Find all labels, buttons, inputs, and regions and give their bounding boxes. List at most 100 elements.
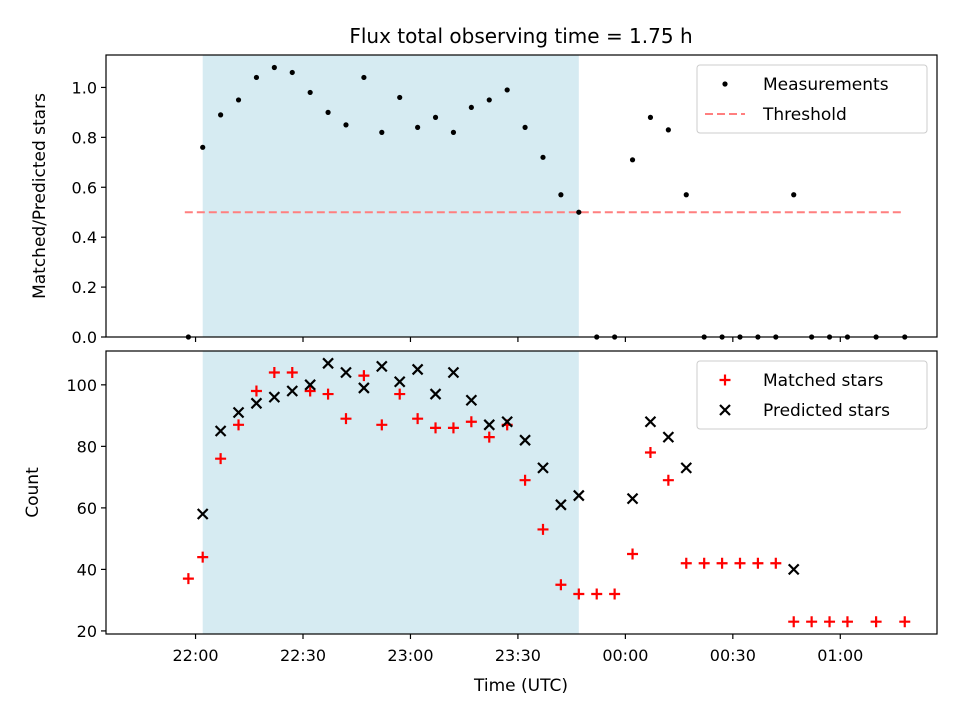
data-point-dot <box>791 192 797 198</box>
data-point-dot <box>361 74 367 81</box>
data-point-plus <box>286 367 298 379</box>
data-point-plus <box>627 548 639 560</box>
data-point-x <box>573 489 585 502</box>
data-point-dot <box>665 127 671 133</box>
data-point-x <box>286 385 299 397</box>
y-tick-label: 0.0 <box>72 328 97 347</box>
x-tick-label: 22:30 <box>280 646 326 665</box>
data-point-dot <box>468 104 474 111</box>
data-point-plus <box>644 447 656 459</box>
data-point-plus <box>250 385 262 397</box>
data-point-x <box>250 397 263 410</box>
data-point-x <box>626 492 639 505</box>
x-axis-label: Time (UTC) <box>473 676 568 696</box>
data-point-plus <box>734 557 746 569</box>
legend-marker-dot <box>722 81 728 87</box>
data-point-plus <box>537 523 549 535</box>
data-point-plus <box>304 385 316 397</box>
legend-marker-plus <box>719 374 731 386</box>
data-point-plus <box>233 419 245 431</box>
data-point-dot <box>540 154 546 160</box>
data-point-plus <box>394 388 406 400</box>
y-axis-label: Matched/Predicted stars <box>30 93 50 299</box>
data-point-dot <box>253 74 260 81</box>
data-point-plus <box>899 616 911 628</box>
y-tick-label: 60 <box>77 499 97 518</box>
top-panel: 0.0 0.2 0.4 0.6 0.8 1.0 Matched/Predicted star… <box>30 54 938 347</box>
data-point-plus <box>806 616 818 628</box>
data-point-plus <box>483 431 495 443</box>
data-point-dot <box>504 87 510 93</box>
data-point-plus <box>465 416 477 428</box>
y-tick-label: 100 <box>66 376 97 395</box>
data-point-x <box>393 375 406 388</box>
data-point-plus <box>591 588 603 600</box>
axes-frame <box>105 350 938 635</box>
data-point-plus <box>430 422 442 434</box>
data-point-x <box>340 366 352 379</box>
data-point-plus <box>698 557 710 569</box>
data-point-plus <box>609 588 621 600</box>
legend: Matched stars Predicted stars <box>696 360 928 430</box>
data-point-plus <box>662 474 674 486</box>
data-point-plus <box>573 588 585 600</box>
legend-box <box>696 64 928 134</box>
data-point-dot <box>289 69 295 76</box>
data-point-x <box>268 391 281 403</box>
data-point-x <box>644 415 657 428</box>
data-point-plus <box>340 413 352 425</box>
data-point-dot <box>200 144 206 150</box>
data-point-plus <box>716 557 728 569</box>
data-point-dot <box>486 97 492 103</box>
data-point-plus <box>555 579 567 591</box>
observing-window-shade <box>202 351 579 634</box>
data-point-plus <box>447 422 459 434</box>
data-point-dot <box>415 124 421 130</box>
data-point-plus <box>412 413 424 425</box>
y-tick-label: 0.2 <box>72 278 97 297</box>
x-tick-label: 22:00 <box>172 646 218 665</box>
data-point-plus <box>197 551 209 563</box>
legend-label: Matched stars <box>763 371 883 391</box>
data-point-dot <box>683 192 689 198</box>
data-point-x <box>483 419 496 431</box>
x-tick-label: 00:30 <box>710 646 756 665</box>
data-point-dot <box>558 192 564 198</box>
data-point-x <box>501 415 513 428</box>
legend-label: Threshold <box>762 105 847 125</box>
data-point-dot <box>343 122 349 128</box>
data-point-x <box>196 508 209 520</box>
data-point-x <box>537 462 549 474</box>
data-point-x <box>214 425 227 437</box>
data-point-dot <box>325 109 331 115</box>
data-point-dot <box>629 157 636 163</box>
data-point-plus <box>268 367 280 379</box>
data-point-x <box>519 434 531 446</box>
x-tick-label: 23:30 <box>495 646 541 665</box>
y-tick-label: 1.0 <box>72 78 97 97</box>
y-axis-label: Count <box>23 467 43 518</box>
data-point-plus <box>841 616 853 628</box>
data-point-x <box>429 388 442 400</box>
data-point-dot <box>235 97 242 103</box>
x-tick-label: 23:00 <box>387 646 433 665</box>
y-tick-label: 40 <box>77 560 97 579</box>
data-point-dot <box>218 112 224 118</box>
bottom-panel: 20 40 60 80 100 22:00 22:30 23:00 23:30 00:00 00:3… <box>23 350 938 665</box>
data-point-plus <box>358 370 370 382</box>
data-point-dot <box>271 64 277 71</box>
data-point-x <box>662 431 675 443</box>
data-point-x <box>555 499 567 511</box>
observing-window-shade <box>202 55 579 337</box>
legend-label: Predicted stars <box>763 401 890 421</box>
legend: Measurements Threshold <box>696 64 928 134</box>
data-point-plus <box>519 474 531 486</box>
data-point-x <box>465 394 478 406</box>
data-point-x <box>376 360 388 373</box>
x-tick-label: 01:00 <box>817 646 863 665</box>
legend-box <box>696 360 928 430</box>
y-tick-label: 0.8 <box>72 128 97 147</box>
data-point-dot <box>522 124 528 130</box>
data-point-dot <box>647 114 654 120</box>
